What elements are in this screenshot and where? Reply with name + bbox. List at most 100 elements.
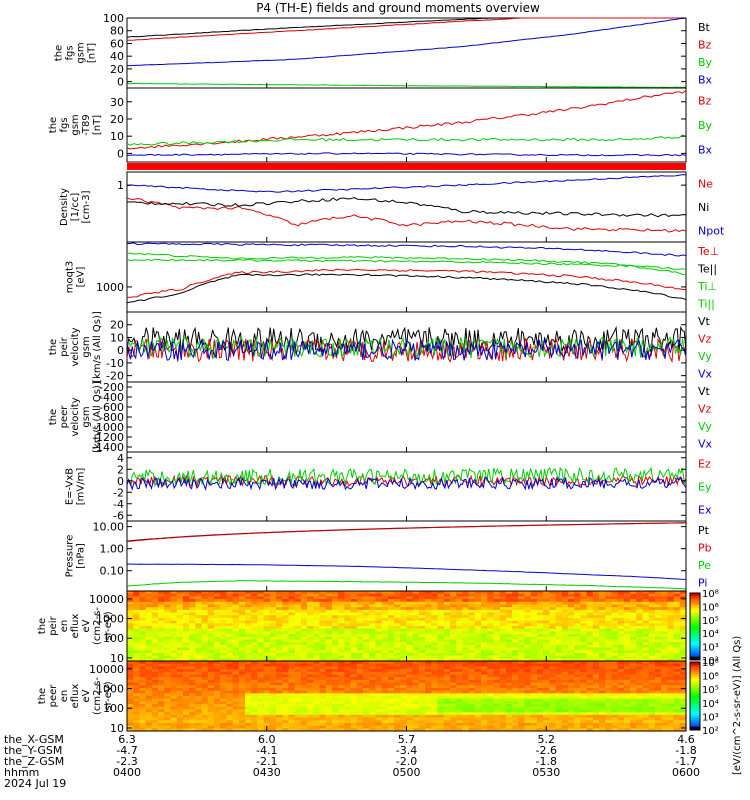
spectrogram-cell [369, 693, 377, 697]
spectrogram-cell [363, 636, 370, 641]
spectrogram-cell [518, 601, 526, 606]
spectrogram-cell [481, 642, 488, 646]
spectrogram-cell [661, 615, 668, 619]
spectrogram-cell [505, 687, 513, 692]
spectrogram-cell [195, 663, 203, 667]
spectrogram-cell [182, 607, 190, 611]
spectrogram-cell [636, 596, 644, 600]
spectrogram-cell [300, 644, 308, 649]
spectrogram-cell [127, 631, 134, 635]
spectrogram-cell [673, 682, 681, 686]
spectrogram-cell [344, 728, 352, 732]
spectrogram-cell [251, 604, 259, 608]
spectrogram-cell [288, 714, 296, 719]
spectrogram-cell [425, 674, 432, 678]
spectrogram-cell [543, 596, 550, 600]
spectrogram-cell [164, 626, 172, 630]
spectrogram-cell [220, 652, 227, 657]
spectrogram-cell [536, 725, 544, 729]
spectrogram-cell [245, 642, 252, 646]
spectrogram-cell [300, 623, 308, 627]
spectrogram-cell [145, 728, 153, 732]
spectrogram-cell [195, 644, 203, 649]
spectrogram-cell [549, 639, 557, 643]
spectrogram-cell [145, 701, 153, 705]
spectrogram-cell [213, 599, 221, 603]
spectrogram-cell [170, 661, 178, 665]
spectrogram-cell [307, 679, 314, 684]
spectrogram-cell [487, 685, 495, 689]
spectrogram-cell [574, 682, 582, 686]
spectrogram-cell [325, 647, 333, 651]
spectrogram-cell [487, 647, 495, 651]
spectrogram-cell [282, 696, 290, 700]
spectrogram-cell [474, 712, 482, 716]
spectrogram-cell [667, 612, 675, 616]
spectrogram-cell [611, 626, 619, 630]
spectrogram-cell [375, 679, 383, 684]
spectrogram-cell [512, 607, 519, 611]
spectrogram-cell [505, 712, 513, 716]
spectrogram-cell [574, 671, 582, 676]
spectrogram-cell [630, 696, 637, 700]
spectrogram-cell [636, 685, 644, 689]
spectrogram-cell [536, 658, 544, 662]
spectrogram-cell [493, 720, 501, 724]
spectrogram-cell [425, 712, 432, 716]
spectrogram-cell [543, 644, 550, 649]
spectrogram-cell [561, 623, 569, 627]
spectrogram-cell [213, 639, 221, 643]
spectrogram-cell [549, 717, 557, 721]
spectrogram-cell [325, 671, 333, 676]
spectrogram-cell [561, 690, 569, 694]
spectrogram-cell [213, 701, 221, 705]
spectrogram-cell [561, 615, 569, 619]
spectrogram-cell [599, 679, 606, 684]
spectrogram-cell [363, 626, 370, 630]
spectrogram-cell [623, 693, 631, 697]
spectrogram-cell [158, 634, 165, 638]
spectrogram-cell [238, 658, 246, 662]
spectrogram-cell [381, 617, 389, 622]
spectrogram-cell [394, 682, 401, 686]
spectrogram-cell [412, 604, 420, 608]
spectrogram-cell [195, 677, 203, 681]
spectrogram-cell [145, 636, 153, 641]
spectrogram-cell [630, 644, 637, 649]
spectrogram-cell [449, 636, 457, 641]
spectrogram-cell [636, 601, 644, 606]
spectrogram-cell [623, 682, 631, 686]
spectrogram-cell [145, 663, 153, 667]
spectrogram-cell [474, 669, 482, 673]
spectrogram-cell [623, 609, 631, 614]
spectrogram-cell [493, 674, 501, 678]
spectrogram-cell [425, 717, 432, 721]
spectrogram-cell [518, 714, 526, 719]
spectrogram-cell [412, 647, 420, 651]
spectrogram-cell [474, 631, 482, 635]
spectrogram-cell [654, 714, 662, 719]
spectrogram-cell [449, 698, 457, 702]
spectrogram-cell [220, 696, 227, 700]
spectrogram-cell [673, 655, 681, 659]
spectrogram-cell [158, 696, 165, 700]
spectrogram-cell [182, 704, 190, 708]
spectrogram-cell [307, 604, 314, 608]
spectrogram-cell [667, 599, 675, 603]
spectrogram-cell [245, 601, 252, 606]
spectrogram-cell [238, 717, 246, 721]
spectrogram-cell [679, 687, 687, 692]
spectrogram-cell [164, 682, 172, 686]
spectrogram-cell [567, 663, 575, 667]
spectrogram-cell [406, 639, 414, 643]
spectrogram-cell [201, 631, 209, 635]
spectrogram-cell [630, 701, 637, 705]
spectrogram-cell [207, 607, 215, 611]
spectrogram-cell [580, 706, 588, 711]
spectrogram-cell [518, 712, 526, 716]
spectrogram-cell [375, 615, 383, 619]
spectrogram-cell [425, 591, 432, 595]
spectrogram-cell [567, 704, 575, 708]
spectrogram-cell [369, 628, 377, 632]
spectrogram-cell [276, 714, 283, 719]
